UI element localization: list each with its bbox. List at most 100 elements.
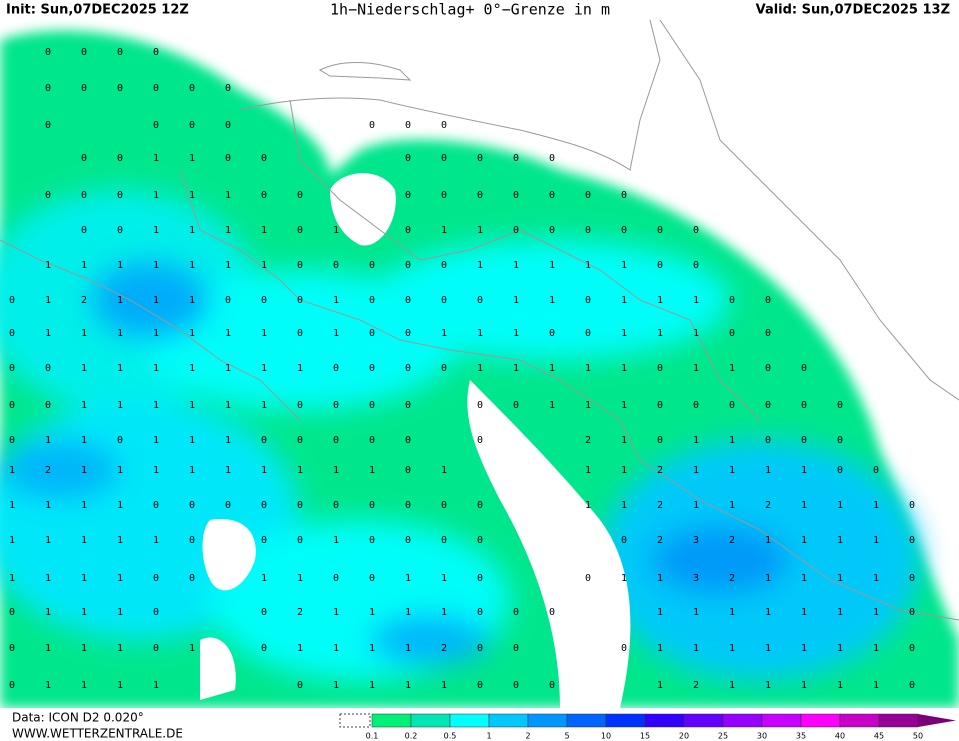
- grid-value: 1: [549, 400, 555, 411]
- grid-value: 0: [369, 573, 375, 584]
- grid-value: 1: [621, 435, 627, 446]
- grid-value: 0: [513, 680, 519, 691]
- grid-value: 1: [81, 435, 87, 446]
- grid-value: 1: [153, 465, 159, 476]
- grid-value: 1: [693, 465, 699, 476]
- grid-value: 1: [153, 435, 159, 446]
- grid-value: 1: [81, 535, 87, 546]
- grid-value: 1: [297, 465, 303, 476]
- grid-value: 1: [693, 607, 699, 618]
- grid-value: 3: [693, 573, 699, 584]
- grid-value: 0: [81, 83, 87, 94]
- borders: [0, 20, 959, 621]
- grid-value: 1: [621, 328, 627, 339]
- grid-value: 1: [549, 363, 555, 374]
- grid-value: 0: [9, 328, 15, 339]
- grid-value: 0: [477, 435, 483, 446]
- legend-tick-label: 45: [874, 732, 884, 741]
- grid-value: 0: [405, 120, 411, 131]
- grid-value: 1: [189, 190, 195, 201]
- legend-tick-label: 0.5: [444, 732, 457, 741]
- grid-value: 0: [801, 435, 807, 446]
- grid-value: 0: [513, 190, 519, 201]
- grid-value: 0: [45, 190, 51, 201]
- grid-value: 0: [765, 400, 771, 411]
- grid-value: 0: [261, 435, 267, 446]
- grid-value: 1: [45, 643, 51, 654]
- grid-value: 0: [45, 363, 51, 374]
- grid-value: 1: [333, 607, 339, 618]
- grid-value: 1: [729, 680, 735, 691]
- legend-tick-label: 5: [564, 732, 569, 741]
- grid-value: 0: [585, 295, 591, 306]
- grid-value: 1: [153, 190, 159, 201]
- grid-value: 1: [45, 500, 51, 511]
- grid-value: 1: [621, 465, 627, 476]
- grid-value: 0: [909, 535, 915, 546]
- grid-value: 0: [9, 607, 15, 618]
- grid-value: 1: [225, 435, 231, 446]
- grid-value: 1: [657, 643, 663, 654]
- legend-swatch: [488, 713, 529, 728]
- grid-value: 0: [297, 535, 303, 546]
- grid-value: 1: [837, 573, 843, 584]
- grid-value: 1: [45, 535, 51, 546]
- grid-value: 1: [873, 643, 879, 654]
- grid-value: 0: [189, 573, 195, 584]
- grid-value: 1: [729, 435, 735, 446]
- grid-value: 0: [297, 295, 303, 306]
- grid-value: 0: [405, 500, 411, 511]
- grid-value: 0: [405, 400, 411, 411]
- grid-value: 1: [45, 607, 51, 618]
- grid-value: 1: [225, 328, 231, 339]
- grid-value: 0: [477, 190, 483, 201]
- grid-value: 1: [765, 465, 771, 476]
- grid-value: 0: [441, 260, 447, 271]
- grid-value: 0: [45, 83, 51, 94]
- grid-value: 1: [225, 363, 231, 374]
- grid-value: 1: [189, 260, 195, 271]
- grid-value: 0: [729, 400, 735, 411]
- grid-value: 1: [801, 680, 807, 691]
- grid-value: 1: [837, 643, 843, 654]
- grid-value: 1: [153, 400, 159, 411]
- grid-value: 1: [621, 260, 627, 271]
- grid-value: 0: [693, 225, 699, 236]
- grid-value: 0: [153, 643, 159, 654]
- legend-tick-label: 15: [640, 732, 650, 741]
- grid-value: 1: [117, 680, 123, 691]
- valid-label: Valid: Sun,07DEC2025 13Z: [756, 3, 950, 18]
- grid-value: 0: [369, 260, 375, 271]
- grid-value: 1: [189, 400, 195, 411]
- grid-value: 2: [657, 535, 663, 546]
- legend-swatch: [566, 713, 607, 728]
- grid-value: 0: [549, 680, 555, 691]
- grid-value: 1: [477, 363, 483, 374]
- grid-value: 0: [909, 607, 915, 618]
- grid-value: 2: [297, 607, 303, 618]
- grid-value: 1: [261, 400, 267, 411]
- grid-value: 1: [153, 328, 159, 339]
- grid-value: 1: [369, 465, 375, 476]
- grid-value: 1: [657, 328, 663, 339]
- grid-value: 0: [549, 225, 555, 236]
- grid-value: 0: [45, 120, 51, 131]
- grid-value: 1: [261, 573, 267, 584]
- grid-value: 0: [549, 153, 555, 164]
- grid-value: 0: [297, 680, 303, 691]
- grid-value: 0: [405, 465, 411, 476]
- grid-value: 1: [9, 465, 15, 476]
- grid-value: 1: [729, 500, 735, 511]
- grid-value: 1: [333, 680, 339, 691]
- grid-value: 0: [297, 435, 303, 446]
- grid-value: 0: [909, 500, 915, 511]
- grid-value: 1: [9, 535, 15, 546]
- grid-value: 1: [81, 643, 87, 654]
- grid-value: 0: [405, 260, 411, 271]
- grid-value: 1: [621, 363, 627, 374]
- grid-value: 0: [477, 573, 483, 584]
- grid-value: 0: [909, 680, 915, 691]
- grid-value: 0: [657, 435, 663, 446]
- legend-tick-label: 10: [601, 732, 611, 741]
